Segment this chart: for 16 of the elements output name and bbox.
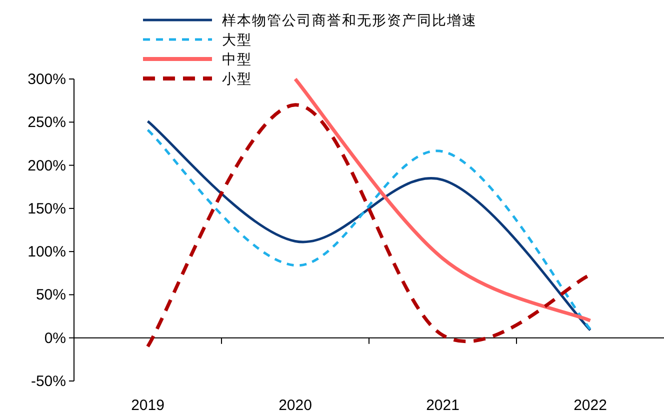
x-tick-label: 2021 (426, 397, 460, 414)
x-tick-label: 2019 (131, 397, 164, 414)
legend-label: 中型 (222, 52, 252, 68)
y-tick-label: 300% (28, 71, 66, 88)
y-tick-label: 200% (28, 157, 66, 174)
y-tick-label: 50% (36, 286, 66, 304)
y-tick-label: 150% (28, 200, 66, 218)
y-tick-label: 100% (28, 244, 66, 261)
x-tick-label: 2020 (278, 397, 312, 414)
y-tick-label: 0% (44, 330, 66, 347)
x-tick-label: 2022 (574, 397, 607, 414)
legend-label: 小型 (222, 72, 252, 88)
y-tick-label: -50% (30, 373, 66, 390)
legend-label: 样本物管公司商誉和无形资产同比增速 (222, 13, 477, 29)
legend-label: 大型 (222, 32, 252, 48)
y-tick-label: 250% (28, 114, 66, 132)
